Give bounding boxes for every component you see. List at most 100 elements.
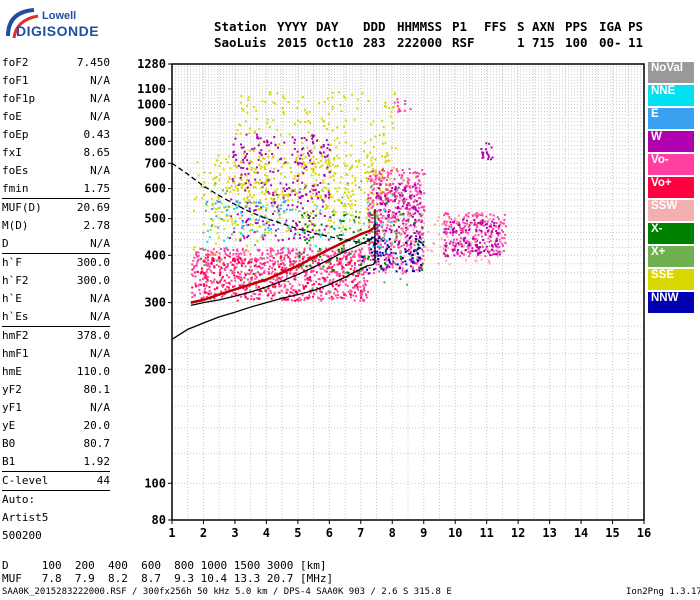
echo-point [458,244,461,247]
echo-point [365,207,368,210]
echo-point [383,262,386,265]
echo-point [406,203,409,206]
echo-point [307,119,310,122]
echo-point [289,291,292,294]
echo-point [260,273,263,276]
echo-point [298,191,301,194]
echo-point [315,290,318,293]
echo-point [378,224,381,227]
echo-point [217,196,220,199]
echo-point [318,102,321,105]
echo-point [316,184,319,187]
echo-point [333,208,336,211]
echo-point [466,222,469,225]
echo-point [310,148,313,151]
echo-point [306,242,309,245]
echo-point [279,158,282,161]
echo-point [368,267,371,270]
echo-point [388,218,391,221]
echo-point [366,156,369,159]
echo-point [384,156,387,159]
echo-point [217,256,220,259]
echo-point [369,138,372,141]
echo-point [343,214,346,217]
param-row: h`E N/A [2,290,110,308]
echo-point [489,235,492,238]
echo-point [251,148,254,151]
echo-point [307,213,310,216]
echo-point [314,165,317,168]
echo-point [306,225,309,228]
echo-point [298,289,301,292]
echo-point [447,246,450,249]
echo-point [256,181,259,184]
echo-point [240,252,243,255]
echo-point [312,269,315,272]
echo-point [361,92,364,95]
echo-point [248,207,251,210]
echo-point [418,231,421,234]
echo-point [335,288,338,291]
echo-point [298,254,301,257]
echo-point [389,249,392,252]
echo-point [399,207,402,210]
echo-point [358,159,361,162]
echo-point [408,258,411,261]
echo-point [369,197,372,200]
echo-point [464,229,467,232]
legend-noval: NoVal [648,62,694,83]
echo-point [491,156,494,159]
echo-point [259,215,262,218]
echo-point [255,133,258,136]
x-tick-label: 12 [511,526,525,540]
echo-point [213,266,216,269]
echo-point [278,143,281,146]
echo-point [392,212,395,215]
echo-point [355,215,358,218]
echo-point [266,294,269,297]
echo-point [278,291,281,294]
echo-point [391,182,394,185]
echo-point [421,206,424,209]
echo-point [230,217,233,220]
echo-point [208,286,211,289]
echo-point [416,172,419,175]
echo-point [277,280,280,283]
echo-point [380,267,383,270]
echo-point [488,261,491,264]
echo-point [350,165,353,168]
echo-point [481,235,484,238]
echo-point [233,231,236,234]
echo-point [264,174,267,177]
echo-point [295,192,298,195]
echo-point [219,200,222,203]
echo-point [206,200,209,203]
echo-point [387,174,390,177]
echo-point [382,269,385,272]
echo-point [258,225,261,228]
param-name: C-level [2,474,49,487]
echo-point [213,288,216,291]
echo-point [267,179,270,182]
echo-point [444,255,447,258]
header-label-0: Station [214,19,267,34]
echo-point [239,211,242,214]
x-tick-label: 13 [542,526,556,540]
echo-point [325,187,328,190]
echo-point [361,290,364,293]
echo-point [391,169,394,172]
echo-point [396,105,399,108]
echo-point [292,295,295,298]
echo-point [218,274,221,277]
echo-point [277,252,280,255]
echo-point [194,275,197,278]
echo-point [257,265,260,268]
echo-point [382,201,385,204]
echo-point [457,223,460,226]
echo-point [448,242,451,245]
echo-point [413,195,416,198]
echo-point [244,155,247,158]
echo-point [295,252,298,255]
echo-point [293,278,296,281]
echo-point [495,230,498,233]
